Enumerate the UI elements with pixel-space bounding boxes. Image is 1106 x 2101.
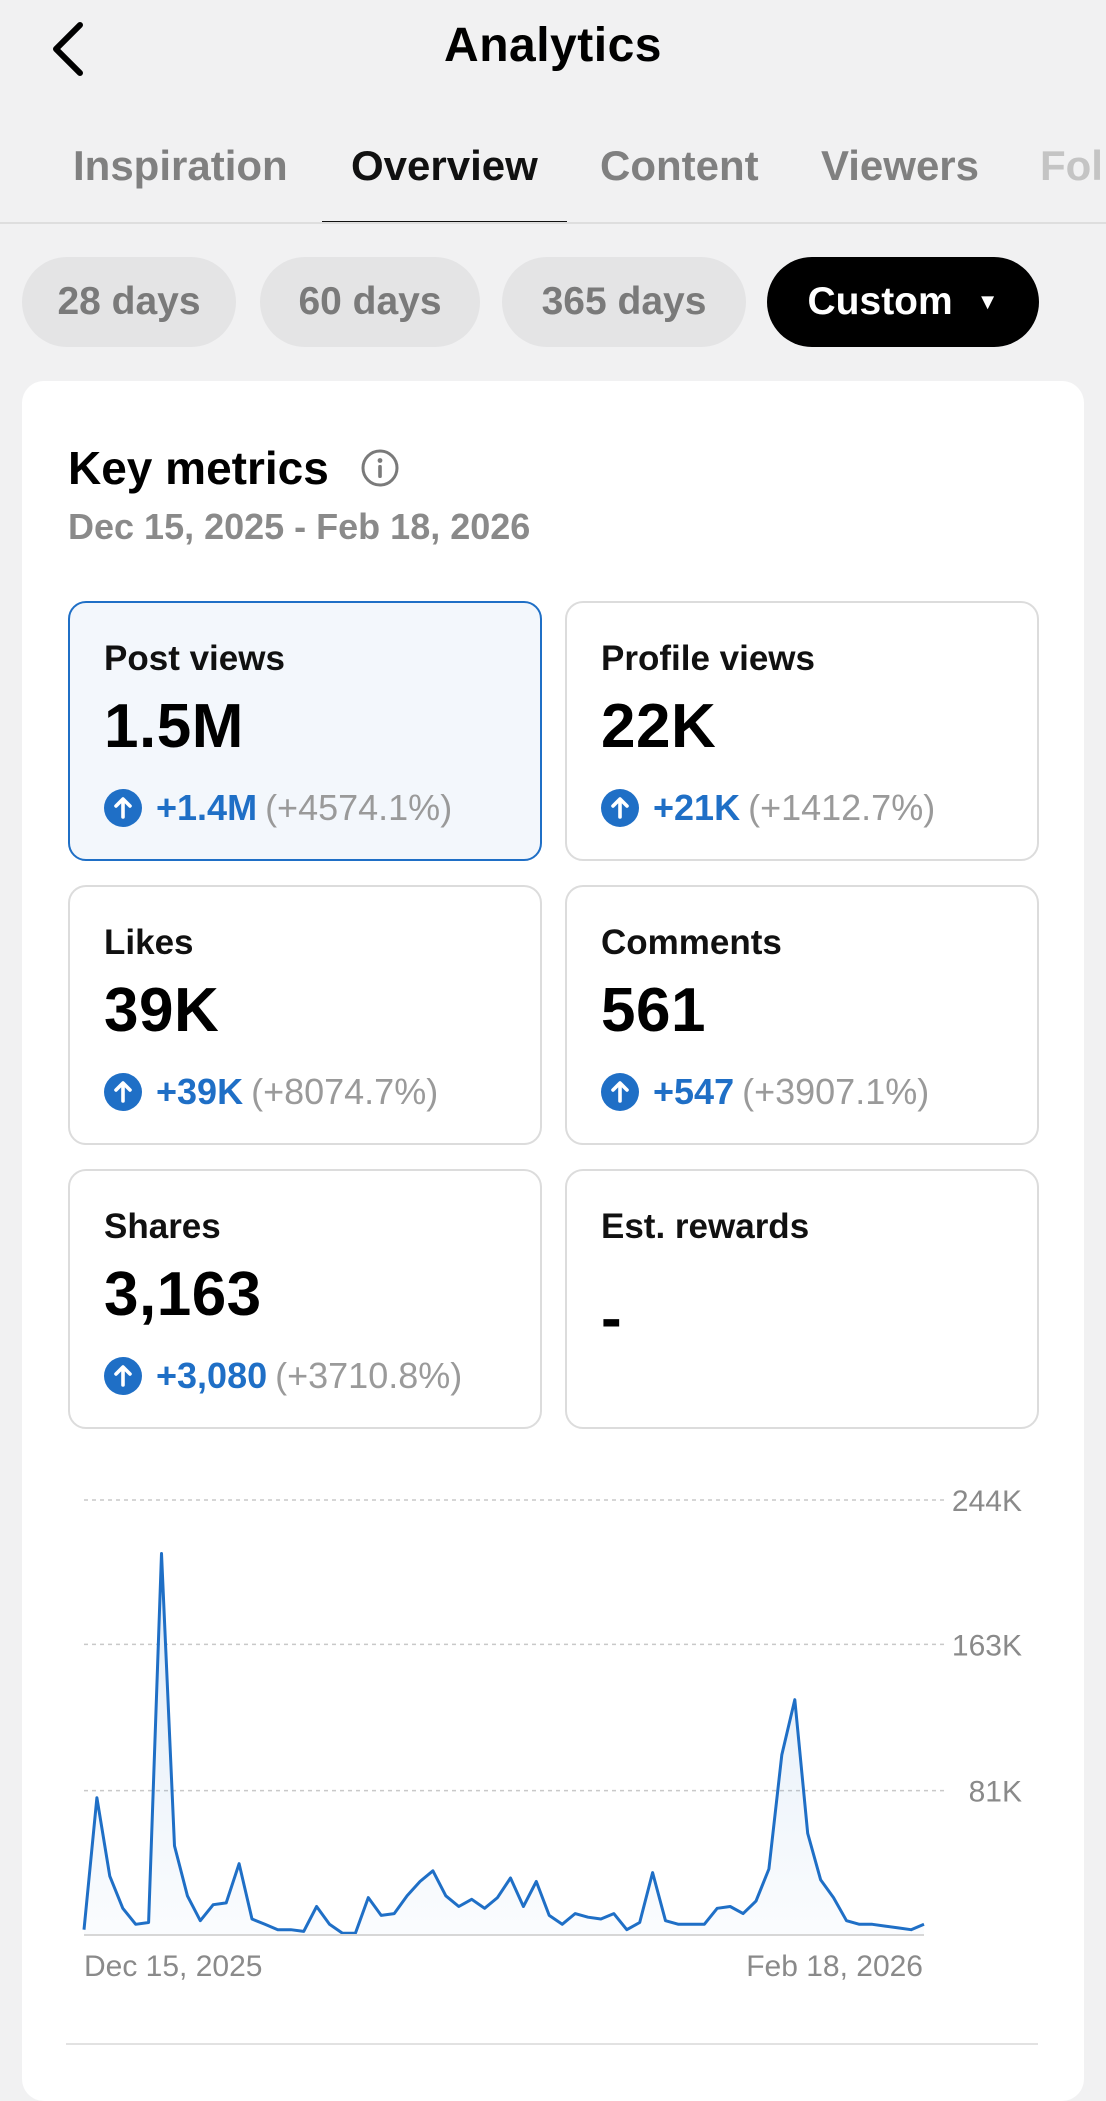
metric-percent: (+8074.7%) xyxy=(251,1071,439,1112)
metric-value: - xyxy=(601,1284,623,1353)
arrow-up-circle-icon xyxy=(104,1073,142,1111)
metric-card-shares[interactable]: Shares 3,163 +3,080 (+3710.8%) xyxy=(68,1169,542,1429)
metric-percent: (+3710.8%) xyxy=(275,1355,463,1396)
metric-label: Profile views xyxy=(601,639,815,678)
tab-overview[interactable]: Overview xyxy=(322,142,567,222)
divider xyxy=(66,2043,1038,2045)
caret-down-icon: ▼ xyxy=(976,289,999,314)
metric-card-profile-views[interactable]: Profile views 22K +21K (+1412.7%) xyxy=(565,601,1039,861)
y-tick-label: 81K xyxy=(969,1776,1022,1809)
metric-card-est-rewards[interactable]: Est. rewards - xyxy=(565,1169,1039,1429)
x-tick-start: Dec 15, 2025 xyxy=(84,1950,262,1983)
metric-percent: (+4574.1%) xyxy=(265,787,453,828)
arrow-up-circle-icon xyxy=(104,1357,142,1395)
chevron-left-icon xyxy=(53,22,83,76)
filter-28-days[interactable]: 28 days xyxy=(22,257,236,347)
metric-delta: +1.4M xyxy=(156,787,258,828)
metric-change: +1.4M (+4574.1%) xyxy=(104,787,452,829)
arrow-up-circle-icon xyxy=(104,789,142,827)
post-views-chart: 81K 163K 244K Dec 15, 2025 Feb 18, 2026 xyxy=(82,1485,1022,1983)
arrow-up-circle-icon xyxy=(601,1073,639,1111)
metric-card-post-views[interactable]: Post views 1.5M +1.4M (+4574.1%) xyxy=(68,601,542,861)
metric-value: 1.5M xyxy=(104,692,244,761)
metric-percent: (+1412.7%) xyxy=(748,787,936,828)
metric-label: Likes xyxy=(104,923,194,962)
tab-inspiration[interactable]: Inspiration xyxy=(73,142,288,189)
metric-percent: (+3907.1%) xyxy=(742,1071,930,1112)
filter-365-days[interactable]: 365 days xyxy=(502,257,746,347)
metric-change: +3,080 (+3710.8%) xyxy=(104,1355,462,1397)
metric-label: Shares xyxy=(104,1207,221,1246)
filter-custom-dropdown[interactable]: Custom ▼ xyxy=(767,257,1039,347)
tab-content[interactable]: Content xyxy=(600,142,759,189)
metric-delta: +21K xyxy=(653,787,741,828)
metric-change: +547 (+3907.1%) xyxy=(601,1071,929,1113)
tab-bar: Inspiration Overview Content Viewers Fol xyxy=(0,120,1106,224)
metric-value: 39K xyxy=(104,976,220,1045)
metric-value: 561 xyxy=(601,976,706,1045)
metric-card-comments[interactable]: Comments 561 +547 (+3907.1%) xyxy=(565,885,1039,1145)
y-tick-label: 163K xyxy=(952,1629,1022,1662)
metric-label: Comments xyxy=(601,923,782,962)
arrow-up-circle-icon xyxy=(601,789,639,827)
metric-label: Est. rewards xyxy=(601,1207,810,1246)
metric-delta: +3,080 xyxy=(156,1355,268,1396)
page-title: Analytics xyxy=(444,19,662,72)
metric-delta: +547 xyxy=(653,1071,735,1112)
metric-value: 22K xyxy=(601,692,717,761)
y-tick-label: 244K xyxy=(952,1485,1022,1518)
metric-label: Post views xyxy=(104,639,285,678)
metric-delta: +39K xyxy=(156,1071,244,1112)
filter-custom-label: Custom xyxy=(807,280,953,323)
date-range: Dec 15, 2025 - Feb 18, 2026 xyxy=(68,506,531,547)
tab-viewers[interactable]: Viewers xyxy=(821,142,980,189)
series-line xyxy=(82,1552,925,1935)
filter-60-days[interactable]: 60 days xyxy=(260,257,480,347)
tab-followers[interactable]: Fol xyxy=(1040,142,1103,189)
back-button[interactable] xyxy=(40,18,96,80)
info-icon[interactable] xyxy=(360,448,400,488)
metric-change: +21K (+1412.7%) xyxy=(601,787,935,829)
series-area xyxy=(84,1553,924,1935)
x-tick-end: Feb 18, 2026 xyxy=(746,1950,923,1983)
metric-value: 3,163 xyxy=(104,1260,262,1329)
key-metrics-card: Key metrics Dec 15, 2025 - Feb 18, 2026 … xyxy=(22,381,1084,2101)
key-metrics-title: Key metrics xyxy=(68,442,329,494)
metric-change: +39K (+8074.7%) xyxy=(104,1071,438,1113)
header: Analytics xyxy=(0,0,1106,98)
metric-card-likes[interactable]: Likes 39K +39K (+8074.7%) xyxy=(68,885,542,1145)
